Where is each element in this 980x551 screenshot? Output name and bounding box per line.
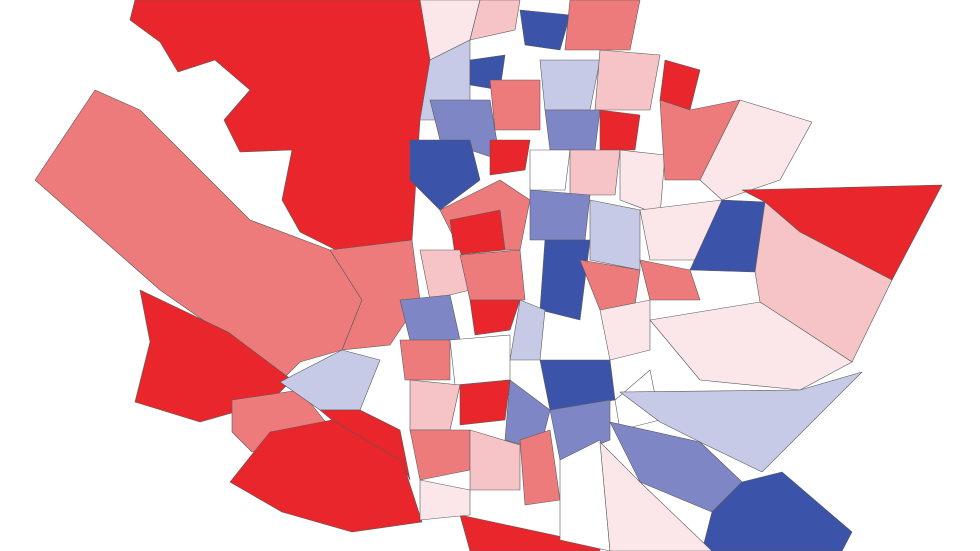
region (594, 49, 661, 111)
region (529, 149, 571, 191)
region (544, 109, 601, 151)
region (399, 339, 451, 381)
region (599, 109, 641, 151)
region (619, 149, 666, 216)
region (699, 99, 813, 201)
region (569, 149, 621, 196)
region (469, 0, 521, 41)
region (489, 139, 531, 176)
region (399, 294, 461, 341)
east-regions (599, 59, 943, 551)
region (619, 371, 863, 473)
region (449, 334, 511, 386)
region (599, 299, 651, 361)
region (564, 0, 641, 51)
west-regions (34, 0, 601, 551)
region (529, 189, 591, 241)
region (409, 379, 461, 431)
region (489, 79, 541, 131)
region (319, 409, 411, 481)
region (599, 441, 713, 551)
region (459, 379, 511, 426)
region (449, 209, 506, 256)
region (229, 419, 423, 533)
region (539, 59, 601, 111)
region (469, 429, 521, 491)
region (469, 299, 521, 336)
region (649, 301, 853, 391)
region (519, 9, 571, 51)
central-regions (399, 0, 666, 551)
region (519, 429, 561, 506)
region (559, 439, 611, 551)
region (419, 479, 471, 521)
region (539, 239, 591, 321)
region (459, 249, 526, 301)
region (589, 199, 641, 271)
region (639, 259, 701, 301)
region (409, 429, 471, 481)
region (279, 349, 381, 411)
region (329, 239, 421, 351)
region (409, 139, 481, 211)
region (701, 471, 853, 551)
